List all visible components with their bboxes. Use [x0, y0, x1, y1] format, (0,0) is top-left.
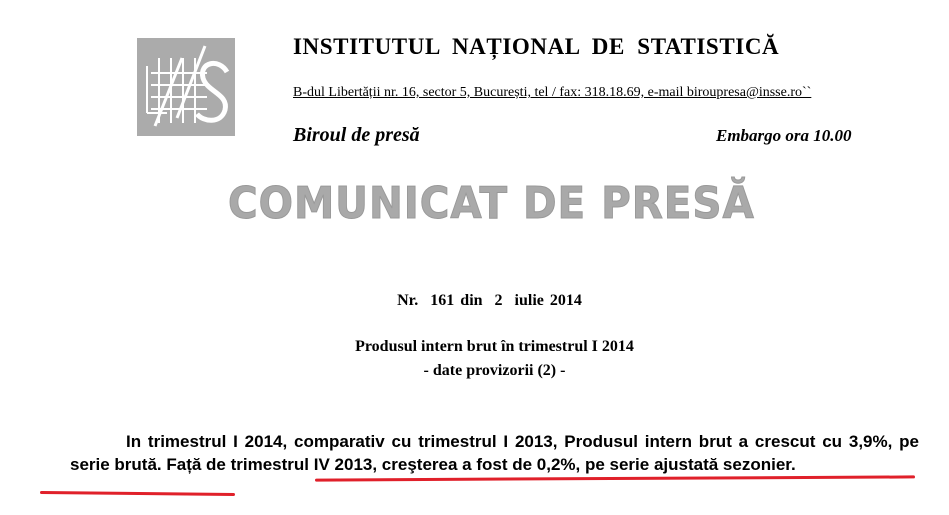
highlight-underline	[39, 490, 236, 497]
embargo-label: Embargo ora 10.00	[716, 126, 852, 145]
institution-address: B-dul Libertății nr. 16, sector 5, Bucur…	[293, 85, 812, 100]
press-office-label: Biroul de presă	[293, 124, 420, 146]
institution-title: INSTITUTUL NAȚIONAL DE STATISTICĂ	[293, 34, 780, 59]
body-text-highlighted: Față de trimestrul IV 2013, creşterea a …	[166, 455, 796, 474]
release-number: Nr. 161 din 2 iulie 2014	[397, 292, 582, 309]
body-paragraph: In trimestrul I 2014, comparativ cu trim…	[70, 430, 919, 476]
body-text-part1: In trimestrul I 2014, comparativ cu trim…	[70, 432, 919, 474]
release-subtitle: - date provizorii (2) -	[423, 362, 566, 379]
press-release-banner: COMUNICAT DE PRESĂ	[228, 178, 755, 230]
ins-logo	[137, 38, 235, 136]
highlight-underline	[314, 475, 916, 482]
release-subject: Produsul intern brut în trimestrul I 201…	[355, 338, 634, 355]
